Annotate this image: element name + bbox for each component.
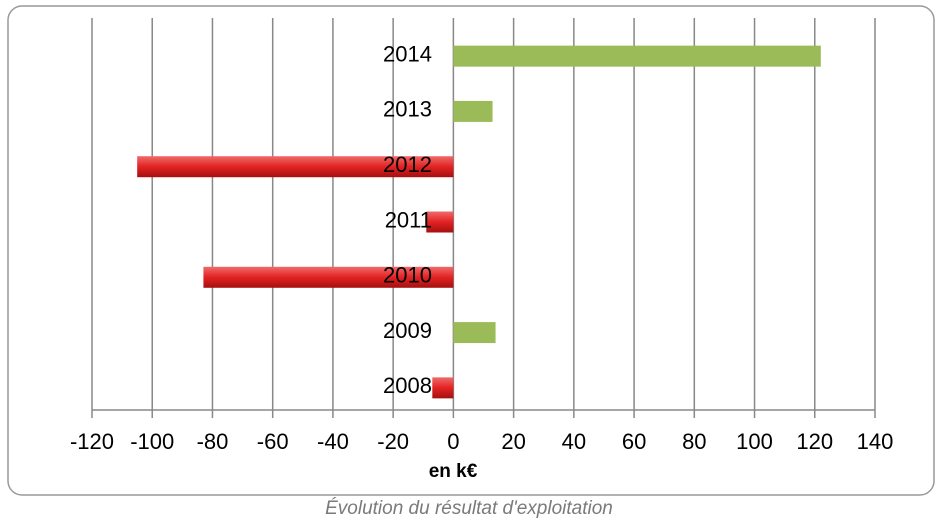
x-tick-label: 0	[447, 429, 459, 454]
y-tick-label: 2014	[383, 41, 432, 66]
bar	[453, 100, 493, 122]
y-tick-label: 2011	[385, 207, 432, 232]
caption: Évolution du résultat d'exploitation	[325, 498, 613, 519]
x-tick-label: 40	[562, 429, 586, 454]
bar	[453, 322, 496, 344]
x-tick-label: -100	[130, 429, 174, 454]
x-tick-label: -60	[257, 429, 289, 454]
chart-frame	[7, 5, 935, 496]
x-tick-label: 80	[682, 429, 706, 454]
bar	[203, 266, 454, 288]
bar	[426, 211, 454, 233]
bar	[453, 45, 821, 67]
y-tick-label: 2010	[383, 263, 432, 288]
x-tick-label: -40	[317, 429, 349, 454]
y-tick-label: 2013	[383, 97, 432, 122]
x-tick-label: -80	[197, 429, 229, 454]
bar	[137, 156, 454, 178]
x-tick-label: -120	[70, 429, 114, 454]
y-tick-label: 2009	[383, 318, 432, 343]
y-tick-label: 2012	[383, 152, 432, 177]
x-tick-label: -20	[377, 429, 409, 454]
x-tick-label: 60	[622, 429, 646, 454]
x-tick-label: 20	[501, 429, 525, 454]
x-axis-label: en k€	[429, 461, 478, 482]
bar	[432, 377, 454, 399]
x-tick-label: 140	[857, 429, 894, 454]
y-tick-label: 2008	[383, 373, 432, 398]
x-tick-label: 100	[736, 429, 773, 454]
x-tick-label: 120	[796, 429, 833, 454]
